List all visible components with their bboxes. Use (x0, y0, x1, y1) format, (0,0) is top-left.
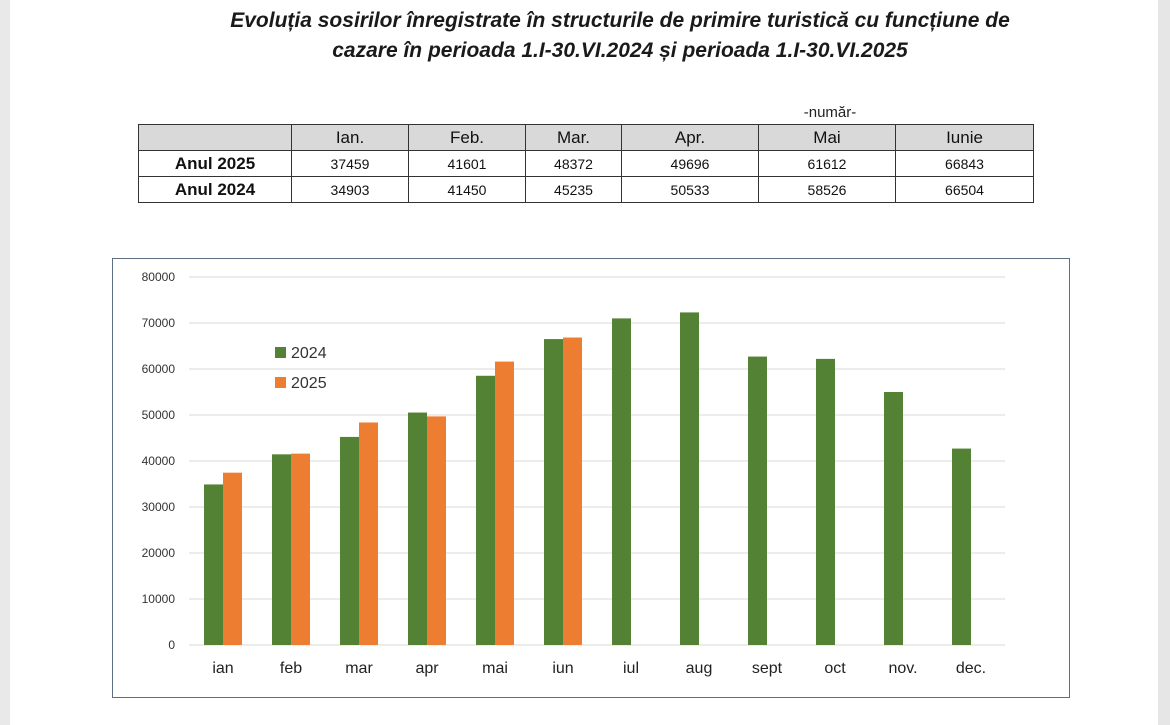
y-tick-label: 60000 (142, 362, 176, 376)
unit-label: -număr- (803, 104, 857, 121)
table-cell: 48372 (525, 150, 622, 177)
x-tick-label: dec. (956, 660, 986, 677)
x-tick-label: mar (345, 660, 373, 677)
y-tick-label: 40000 (142, 454, 176, 468)
legend-label-2024: 2024 (291, 345, 327, 362)
table-header-cell: Iunie (895, 124, 1034, 151)
bar-2025-mai (495, 361, 514, 645)
bar-2024-iul (612, 318, 631, 645)
title-line-1: Evoluția sosirilor înregistrate în struc… (230, 9, 1010, 32)
table-row: Anul 2024 34903 41450 45235 50533 58526 … (138, 176, 1034, 203)
table-row-label: Anul 2024 (138, 176, 292, 203)
table-cell: 61612 (758, 150, 896, 177)
table-header-cell: Apr. (621, 124, 759, 151)
bar-2025-feb (291, 453, 310, 645)
x-tick-label: feb (280, 660, 302, 677)
table-cell: 49696 (621, 150, 759, 177)
bar-2025-iun (563, 337, 582, 645)
table-header-cell (138, 124, 292, 151)
x-tick-label: sept (752, 660, 783, 677)
x-tick-label: oct (824, 660, 846, 677)
bar-2025-mar (359, 422, 378, 645)
bar-2024-nov. (884, 392, 903, 645)
x-tick-label: ian (212, 660, 233, 677)
table-cell: 66504 (895, 176, 1034, 203)
page-edge-right (1158, 0, 1170, 725)
bar-2025-ian (223, 472, 242, 645)
table-cell: 41601 (408, 150, 526, 177)
chart-frame: 0 10000 20000 30000 40000 50000 60000 70000 8000… (112, 258, 1070, 698)
bar-2024-apr (408, 412, 427, 645)
table-row-label: Anul 2025 (138, 150, 292, 177)
table-row: Anul 2025 37459 41601 48372 49696 61612 … (138, 150, 1034, 177)
bar-chart: 0 10000 20000 30000 40000 50000 60000 70000 8000… (142, 270, 1005, 677)
y-tick-label: 70000 (142, 316, 176, 330)
legend-label-2025: 2025 (291, 375, 327, 392)
page-edge-left (0, 0, 10, 725)
bar-2024-feb (272, 454, 291, 645)
table-header-cell: Mai (758, 124, 896, 151)
bar-2024-oct (816, 358, 835, 645)
legend-swatch-2024 (275, 347, 286, 358)
table-header-cell: Ian. (291, 124, 409, 151)
bar-2024-mai (476, 375, 495, 645)
bar-2024-sept (748, 356, 767, 645)
y-tick-label: 0 (168, 638, 175, 652)
x-tick-label: apr (415, 660, 439, 677)
x-tick-label: nov. (888, 660, 917, 677)
x-tick-label: mai (482, 660, 508, 677)
table-header-row: Ian. Feb. Mar. Apr. Mai Iunie (138, 124, 1034, 151)
table-header-cell: Mar. (525, 124, 622, 151)
legend-swatch-2025 (275, 377, 286, 388)
bar-2024-ian (204, 484, 223, 645)
table-cell: 34903 (291, 176, 409, 203)
y-tick-label: 30000 (142, 500, 176, 514)
x-tick-label: iun (552, 660, 573, 677)
table-cell: 37459 (291, 150, 409, 177)
bar-2024-dec. (952, 448, 971, 645)
y-tick-label: 80000 (142, 270, 176, 284)
table-header-cell: Feb. (408, 124, 526, 151)
data-table: Ian. Feb. Mar. Apr. Mai Iunie Anul 2025 … (138, 124, 1034, 203)
table-cell: 66843 (895, 150, 1034, 177)
y-tick-label: 10000 (142, 592, 176, 606)
bar-2024-iun (544, 339, 563, 645)
x-tick-label: iul (623, 660, 639, 677)
bar-2024-mar (340, 436, 359, 645)
table-cell: 41450 (408, 176, 526, 203)
y-tick-label: 20000 (142, 546, 176, 560)
x-tick-label: aug (686, 660, 713, 677)
bar-2025-apr (427, 416, 446, 645)
table-cell: 50533 (621, 176, 759, 203)
table-cell: 45235 (525, 176, 622, 203)
y-tick-label: 50000 (142, 408, 176, 422)
title-line-2: cazare în perioada 1.I-30.VI.2024 și per… (332, 39, 908, 62)
table-cell: 58526 (758, 176, 896, 203)
bar-2024-aug (680, 312, 699, 645)
page-title: Evoluția sosirilor înregistrate în struc… (100, 6, 1140, 66)
